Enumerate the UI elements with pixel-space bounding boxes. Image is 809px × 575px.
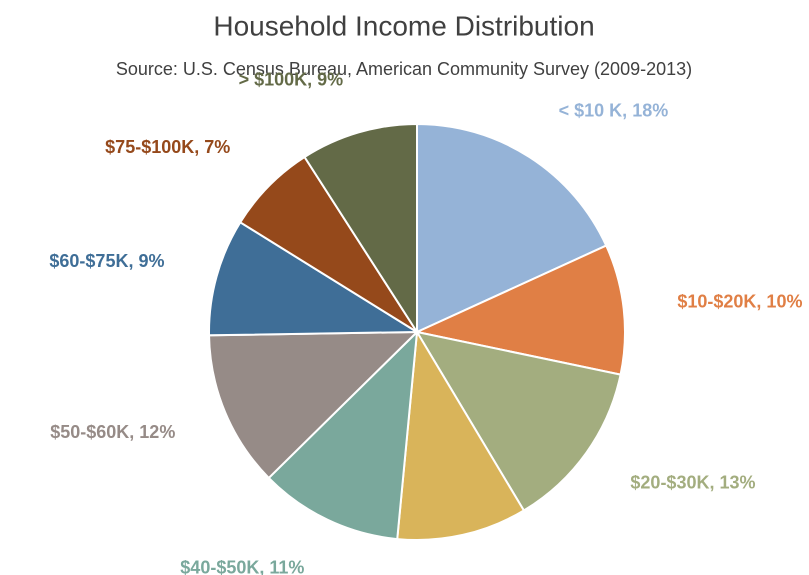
- data-label: $40-$50K, 11%: [180, 557, 304, 575]
- data-label: $50-$60K, 12%: [50, 422, 175, 442]
- pie-slice: [267, 329, 419, 541]
- data-label: $75-$100K, 7%: [105, 137, 230, 157]
- chart-title: Household Income Distribution: [213, 10, 594, 41]
- data-label: $60-$75K, 9%: [49, 251, 164, 271]
- pie-slice: [303, 122, 418, 336]
- chart-subtitle: Source: U.S. Census Bureau, American Com…: [116, 59, 692, 79]
- data-label: $20-$30K, 13%: [630, 473, 755, 493]
- pie-slice: [416, 122, 608, 334]
- data-label: > $100K, 9%: [239, 69, 344, 89]
- data-label: $10-$20K, 10%: [677, 292, 802, 312]
- data-label: < $10 K, 18%: [559, 100, 669, 120]
- pie-slice: [208, 220, 421, 337]
- pie-slice: [414, 330, 622, 512]
- pie-slice: [396, 328, 526, 541]
- pie-slice: [208, 330, 420, 480]
